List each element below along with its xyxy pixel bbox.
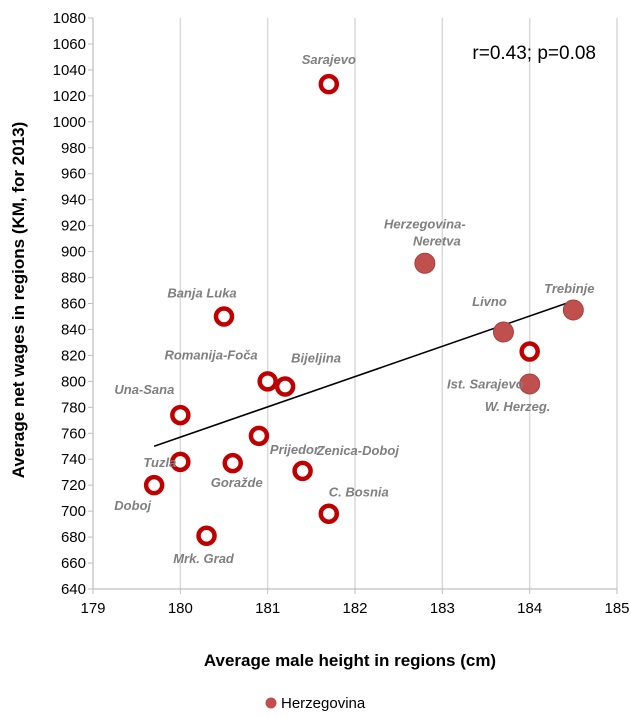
point-labels: Sarajevo Banja Luka Romanija-Foča Bijeljina… (114, 52, 594, 566)
y-axis-title: Average net wages in regions (KM, for 20… (9, 122, 28, 478)
data-point (213, 306, 235, 327)
x-tick-label: 183 (430, 600, 455, 617)
point-label: Goražde (211, 475, 263, 490)
y-tick-labels: 640 660 680 700 720 740 760 780 800 820 840 860 880 9… (53, 10, 93, 598)
data-point (519, 341, 540, 362)
y-tick-label: 1000 (53, 114, 86, 131)
data-point (248, 425, 270, 447)
data-point (170, 404, 191, 426)
point-label: Tuzla (143, 455, 176, 470)
point-label: Livno (472, 294, 507, 309)
y-tick-label: 640 (61, 581, 86, 598)
y-tick-label: 940 (61, 192, 86, 209)
data-point (222, 452, 243, 474)
x-tick-labels: 179 180 181 182 183 184 185 (80, 589, 630, 617)
y-tick-label: 720 (61, 477, 86, 494)
point-label: Zenica-Doboj (316, 443, 400, 458)
y-tick-label: 800 (61, 373, 86, 390)
correlation-annotation: r=0.43; p=0.08 (472, 43, 596, 64)
data-point-herzegovina (492, 321, 514, 343)
point-label: Bijeljina (291, 351, 341, 366)
data-point (292, 460, 313, 482)
point-label: Sarajevo (302, 52, 356, 67)
point-label: Banja Luka (167, 285, 236, 300)
data-point (257, 371, 278, 392)
point-label: Trebinje (544, 281, 594, 296)
y-tick-label: 1040 (53, 62, 86, 79)
y-tick-label: 700 (61, 503, 86, 520)
gridlines (179, 18, 618, 589)
y-tick-label: 920 (61, 218, 86, 235)
x-tick-label: 180 (168, 600, 193, 617)
y-tick-label: 1060 (53, 36, 86, 53)
y-tick-label: 760 (61, 425, 86, 442)
y-tick-label: 1080 (53, 10, 86, 27)
x-tick-label: 179 (80, 600, 105, 617)
point-label: C. Bosnia (329, 485, 389, 500)
y-tick-label: 680 (61, 529, 86, 546)
x-tick-label: 185 (604, 600, 629, 617)
data-point (170, 451, 191, 473)
y-tick-label: 860 (61, 296, 86, 313)
y-tick-label: 820 (61, 347, 86, 364)
data-point (274, 376, 296, 397)
y-tick-label: 980 (61, 140, 86, 157)
data-point-herzegovina (562, 299, 584, 321)
data-points (143, 73, 584, 547)
x-tick-label: 182 (342, 600, 367, 617)
data-point (318, 503, 340, 524)
x-tick-label: 181 (255, 600, 280, 617)
data-point (318, 73, 340, 95)
data-point (196, 525, 217, 547)
y-tick-label: 960 (61, 166, 86, 183)
data-point-herzegovina (519, 373, 541, 395)
y-tick-label: 900 (61, 244, 86, 261)
y-tick-label: 660 (61, 555, 86, 572)
x-axis-title: Average male height in regions (cm) (204, 651, 496, 670)
legend-label-herzegovina: Herzegovina (281, 695, 366, 712)
point-label: Ist. Sarajevo (447, 377, 524, 392)
point-label: Doboj (114, 498, 151, 513)
x-tick-label: 184 (517, 600, 542, 617)
y-tick-label: 780 (61, 399, 86, 416)
y-tick-label: 1020 (53, 88, 86, 105)
y-tick-label: 880 (61, 270, 86, 287)
y-tick-label: 740 (61, 451, 86, 468)
point-label: Prijedor (270, 442, 320, 457)
legend: Herzegovina (265, 695, 366, 712)
point-label: Herzegovina-Neretva (384, 216, 466, 248)
point-label: Mrk. Grad (173, 551, 235, 566)
legend-marker-herzegovina (265, 697, 277, 709)
point-label: Romanija-Foča (164, 347, 257, 362)
point-label: Una-Sana (114, 382, 174, 397)
data-point (143, 474, 165, 496)
data-point-herzegovina (414, 252, 436, 274)
y-tick-label: 840 (61, 321, 86, 338)
point-label: W. Herzeg. (485, 399, 551, 414)
